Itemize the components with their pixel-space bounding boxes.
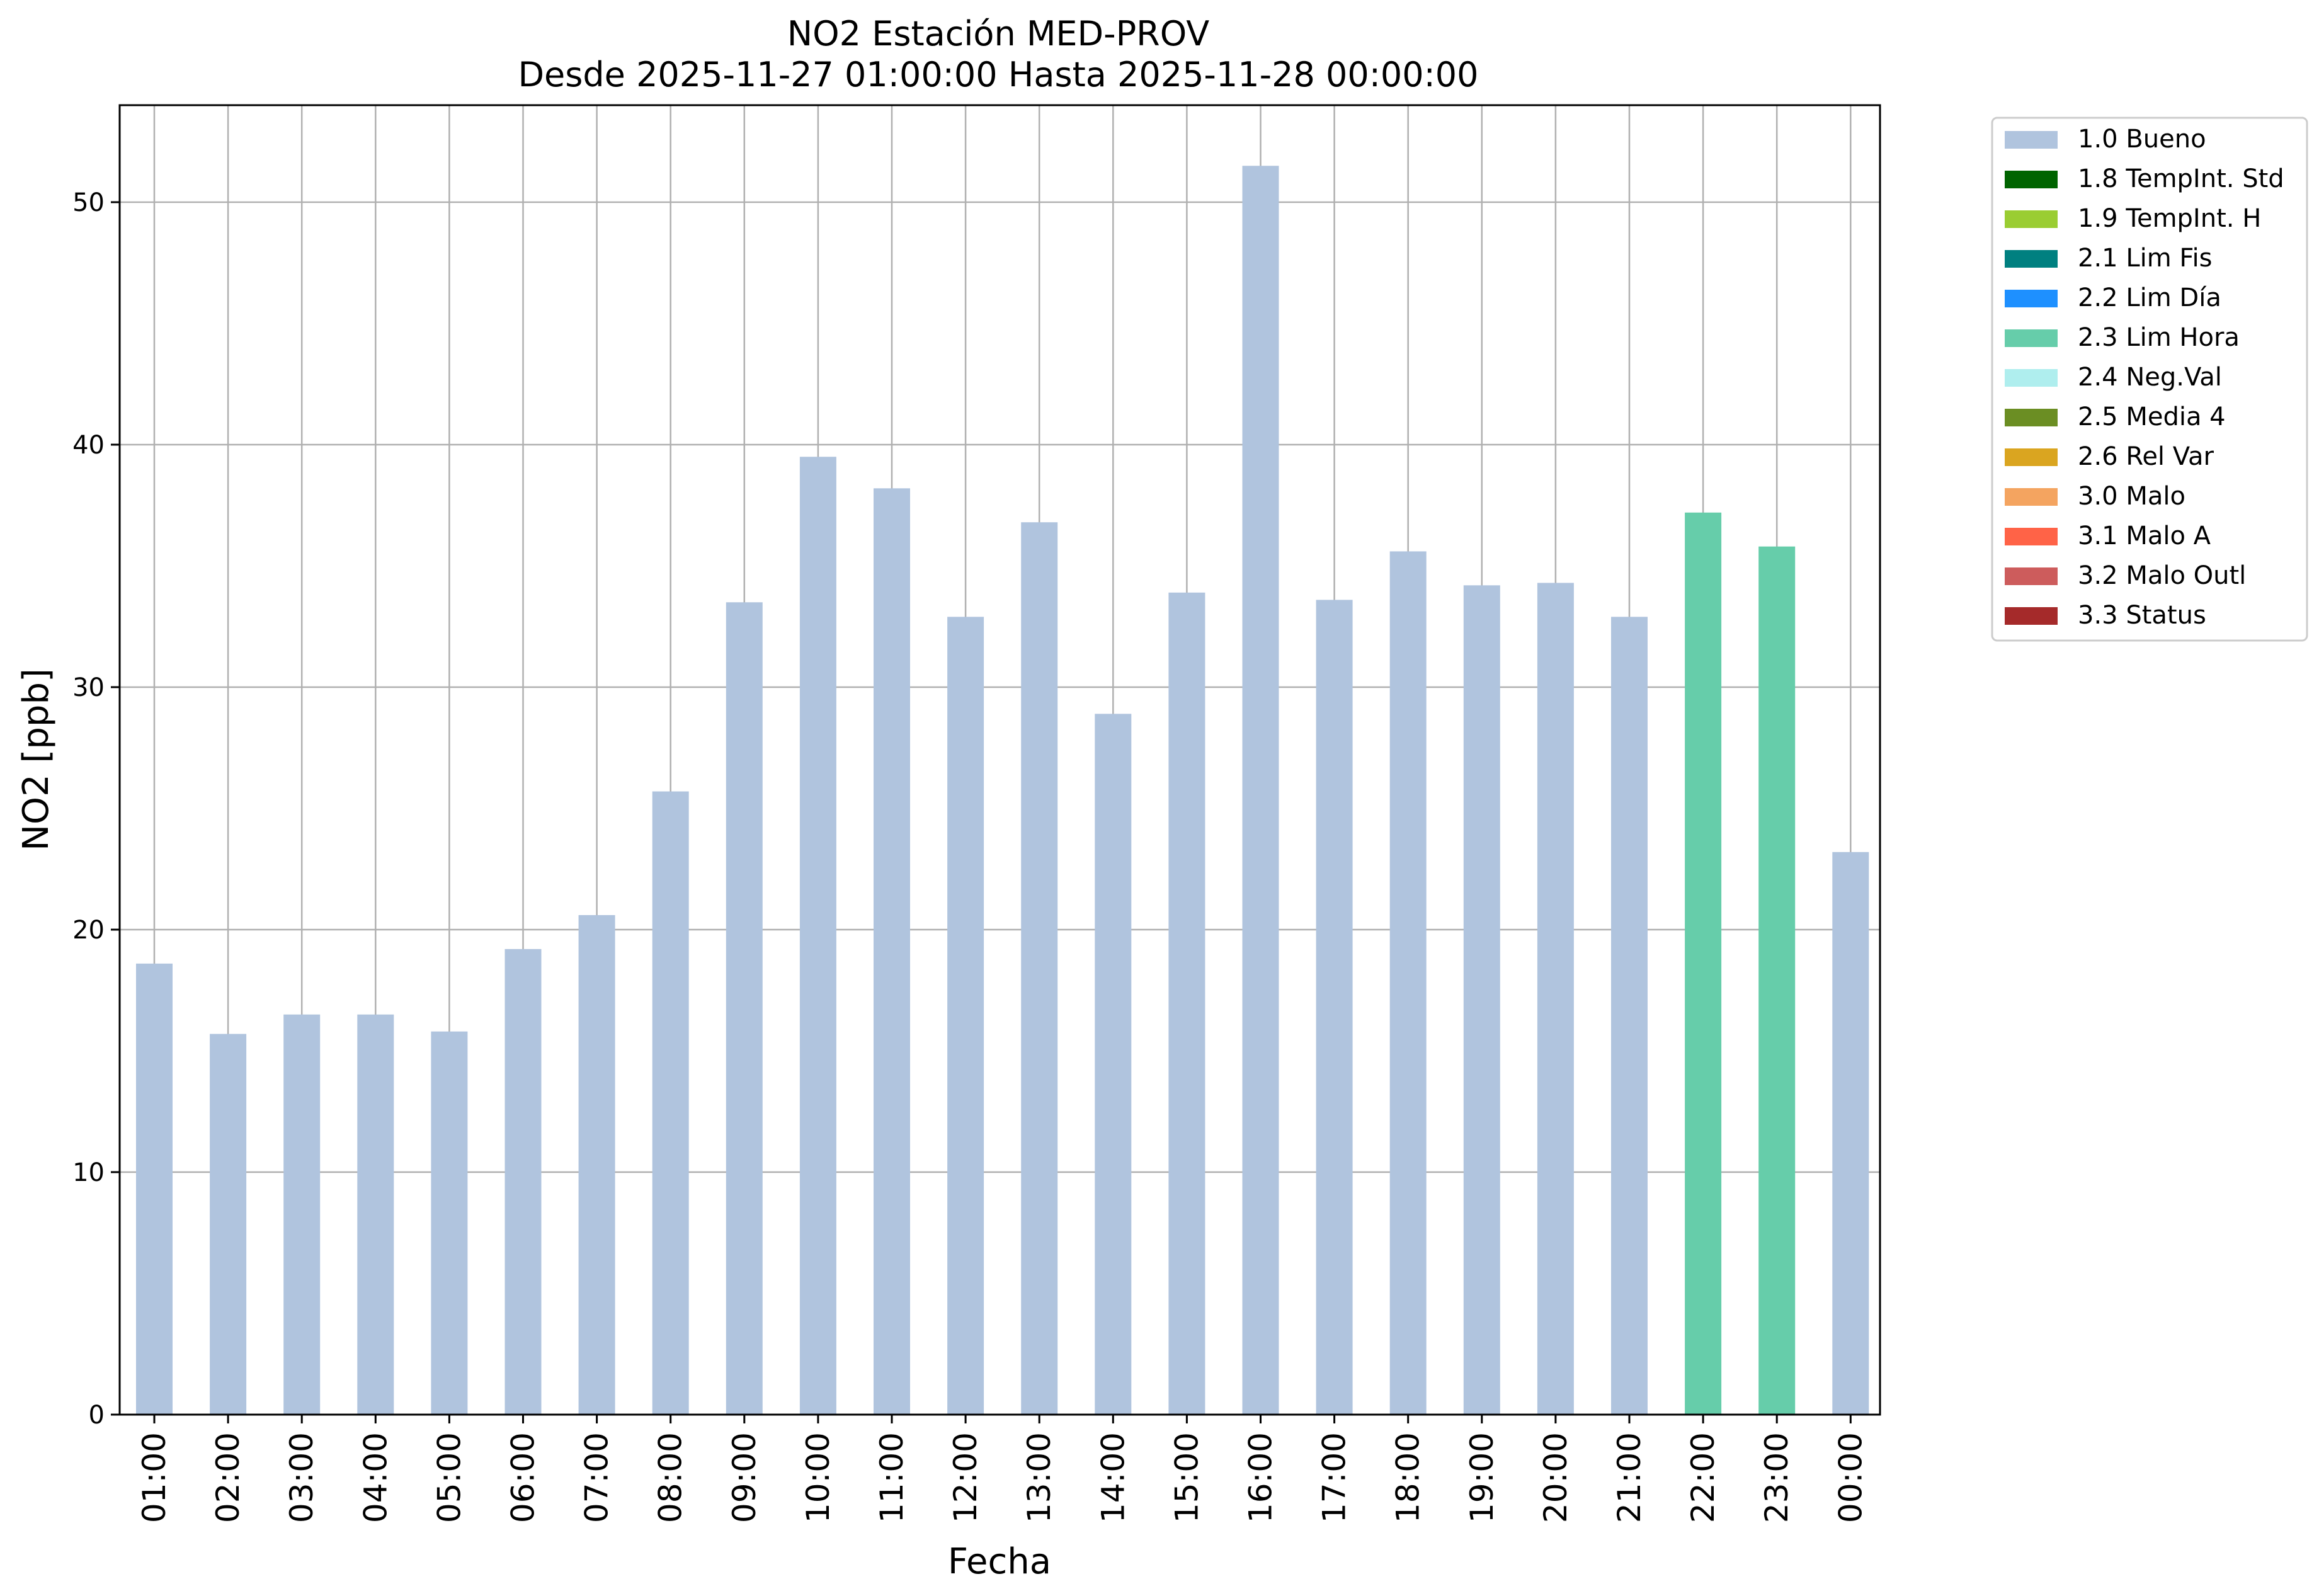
x-tick-label: 09:00 [726,1432,763,1523]
x-tick-label: 18:00 [1390,1432,1427,1523]
bar [652,791,689,1415]
x-tick-label: 13:00 [1021,1432,1057,1523]
x-tick-label: 17:00 [1316,1432,1353,1523]
y-axis-ticks: 0 10 20 30 40 50 [72,188,120,1430]
bar [210,1034,247,1415]
x-tick-label: 02:00 [210,1432,246,1523]
legend-label: 3.3 Status [2078,601,2206,630]
bar [357,1014,394,1415]
bar [1242,166,1279,1415]
x-tick-label: 03:00 [283,1432,320,1523]
legend-swatch [2005,528,2058,545]
bar [1611,617,1648,1415]
x-axis-label: Fecha [948,1541,1051,1582]
legend-label: 2.3 Lim Hora [2078,323,2240,352]
legend-label: 1.0 Bueno [2078,125,2206,154]
bar [1685,512,1722,1415]
x-tick-label: 15:00 [1168,1432,1205,1523]
plot-frame [118,104,1881,1416]
y-tick-label: 20 [72,916,105,945]
legend-swatch [2005,369,2058,387]
bar [1168,592,1205,1415]
legend-label: 1.9 TempInt. H [2078,204,2261,233]
legend-swatch [2005,409,2058,426]
chart-title: NO2 Estación MED-PROV [787,14,1209,54]
bar [947,617,984,1415]
legend-label: 2.5 Media 4 [2078,402,2226,431]
x-tick-label: 04:00 [357,1432,394,1523]
x-tick-label: 08:00 [652,1432,689,1523]
legend-label: 2.4 Neg.Val [2078,363,2222,392]
y-tick-label: 40 [72,431,105,460]
x-tick-label: 10:00 [800,1432,836,1523]
chart-subtitle: Desde 2025-11-27 01:00:00 Hasta 2025-11-… [518,55,1478,94]
legend-label: 1.8 TempInt. Std [2078,164,2284,193]
bar [1095,714,1132,1415]
legend-swatch [2005,131,2058,149]
bar [726,602,763,1415]
bar [283,1014,321,1415]
legend-swatch [2005,290,2058,307]
legend-label: 3.2 Malo Outl [2078,561,2246,590]
legend: 1.0 Bueno 1.8 TempInt. Std 1.9 TempInt. H 2… [1991,117,2308,642]
legend-swatch [2005,171,2058,188]
legend-swatch [2005,488,2058,506]
x-tick-label: 07:00 [579,1432,615,1523]
y-tick-label: 50 [72,188,105,217]
x-tick-label: 14:00 [1095,1432,1131,1523]
legend-swatch [2005,210,2058,228]
legend-swatch [2005,607,2058,625]
x-tick-label: 21:00 [1611,1432,1648,1523]
bar [1021,522,1058,1415]
x-tick-label: 12:00 [947,1432,984,1523]
bar [1758,546,1796,1415]
bar [1463,585,1500,1415]
bar [504,949,542,1415]
x-tick-label: 19:00 [1464,1432,1500,1523]
bar [1832,852,1869,1415]
legend-label: 2.1 Lim Fis [2078,244,2212,273]
legend-swatch [2005,329,2058,347]
y-tick-label: 30 [72,673,105,702]
bar [1316,600,1353,1415]
x-tick-label: 00:00 [1832,1432,1869,1523]
bar [578,915,615,1415]
x-tick-label: 23:00 [1758,1432,1795,1523]
bar [799,457,836,1415]
bar [874,488,910,1415]
legend-label: 2.2 Lim Día [2078,283,2221,312]
legend-label: 2.6 Rel Var [2078,442,2214,471]
legend-label: 3.1 Malo A [2078,522,2211,550]
x-tick-label: 16:00 [1243,1432,1279,1523]
bar [1537,583,1574,1415]
legend-swatch [2005,448,2058,466]
legend-swatch [2005,250,2058,268]
legend-swatch [2005,567,2058,585]
y-axis-label: NO2 [ppb] [16,668,57,851]
x-tick-label: 05:00 [431,1432,467,1523]
bars [136,166,1869,1415]
x-tick-label: 11:00 [874,1432,910,1523]
bar [431,1031,468,1415]
legend-frame [1991,117,2308,642]
x-axis-ticks: 01:00 02:00 03:00 04:00 05:00 06:00 07:00 08:00… [136,1415,1869,1523]
bar [136,963,173,1415]
y-tick-label: 0 [89,1401,105,1430]
legend-label: 3.0 Malo [2078,482,2185,511]
y-tick-label: 10 [72,1158,105,1187]
bar [1389,551,1427,1415]
x-tick-label: 22:00 [1685,1432,1721,1523]
x-tick-label: 20:00 [1537,1432,1574,1523]
x-tick-label: 01:00 [136,1432,173,1523]
x-tick-label: 06:00 [505,1432,542,1523]
